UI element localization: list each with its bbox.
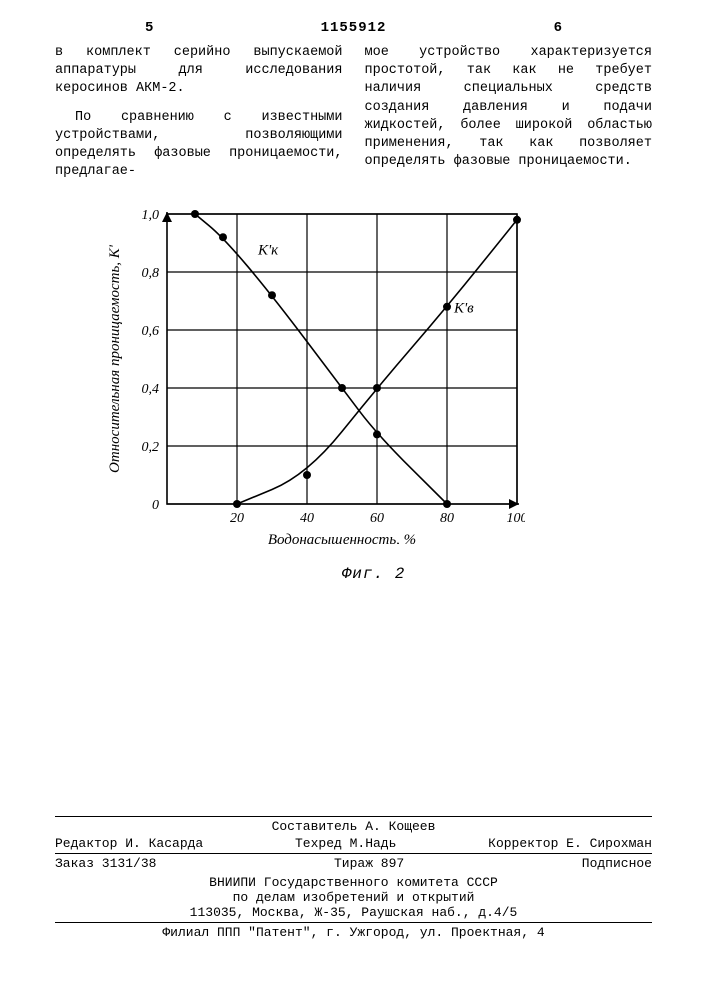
svg-text:100: 100: [507, 511, 526, 526]
org-line2: по делам изобретений и открытий: [55, 890, 652, 905]
svg-text:60: 60: [370, 511, 384, 526]
svg-text:0,4: 0,4: [142, 382, 160, 397]
figure-caption: Фиг. 2: [95, 565, 652, 583]
page-header: 5 1155912 6: [55, 20, 652, 36]
page-num-right: 6: [554, 20, 562, 36]
svg-text:К'в: К'в: [453, 300, 474, 316]
left-p2: По сравнению с известными устройствами, …: [55, 109, 343, 182]
svg-text:Водонасыщенность, %: Водонасыщенность, %: [268, 532, 416, 544]
left-column: в комплект серийно выпускаемой аппаратур…: [55, 44, 343, 192]
svg-text:0,6: 0,6: [142, 324, 160, 339]
right-p1: мое устройство характеризуется простотой…: [365, 44, 653, 172]
svg-text:20: 20: [230, 511, 244, 526]
svg-text:40: 40: [300, 511, 314, 526]
svg-text:Относительная проницаемость, К: Относительная проницаемость, К': [107, 244, 123, 473]
text-columns: в комплект серийно выпускаемой аппаратур…: [55, 44, 652, 192]
chart-container: 20 40 60 80 100 0 0,2 0,4 0,6 0,8 1,0 Водонасыщенно…: [95, 204, 652, 583]
branch: Филиал ППП "Патент", г. Ужгород, ул. Про…: [55, 925, 652, 940]
editor: Редактор И. Касарда: [55, 836, 203, 851]
subscription: Подписное: [582, 856, 652, 871]
org-line1: ВНИИПИ Государственного комитета СССР: [55, 875, 652, 890]
org-address: 113035, Москва, Ж-35, Раушская наб., д.4…: [55, 905, 652, 920]
corrector: Корректор Е. Сирохман: [488, 836, 652, 851]
right-column: мое устройство характеризуется простотой…: [365, 44, 653, 192]
order-number: Заказ 3131/38: [55, 856, 156, 871]
svg-text:0,2: 0,2: [142, 440, 160, 455]
tech-editor: Техред М.Надь: [295, 836, 396, 851]
svg-text:80: 80: [440, 511, 454, 526]
permeability-chart: 20 40 60 80 100 0 0,2 0,4 0,6 0,8 1,0 Водонасыщенно…: [95, 204, 652, 549]
page-num-left: 5: [145, 20, 153, 36]
svg-text:0: 0: [152, 498, 159, 513]
compiler: Составитель А. Кощеев: [55, 819, 652, 834]
imprint-footer: Составитель А. Кощеев Редактор И. Касард…: [55, 814, 652, 940]
left-p1: в комплект серийно выпускаемой аппаратур…: [55, 44, 343, 99]
svg-text:1,0: 1,0: [142, 208, 160, 223]
circulation: Тираж 897: [334, 856, 404, 871]
chart-svg: 20 40 60 80 100 0 0,2 0,4 0,6 0,8 1,0 Водонасыщенно…: [95, 204, 525, 544]
doc-number: 1155912: [321, 20, 387, 36]
svg-text:0,8: 0,8: [142, 266, 160, 281]
svg-text:К'к: К'к: [257, 242, 279, 258]
